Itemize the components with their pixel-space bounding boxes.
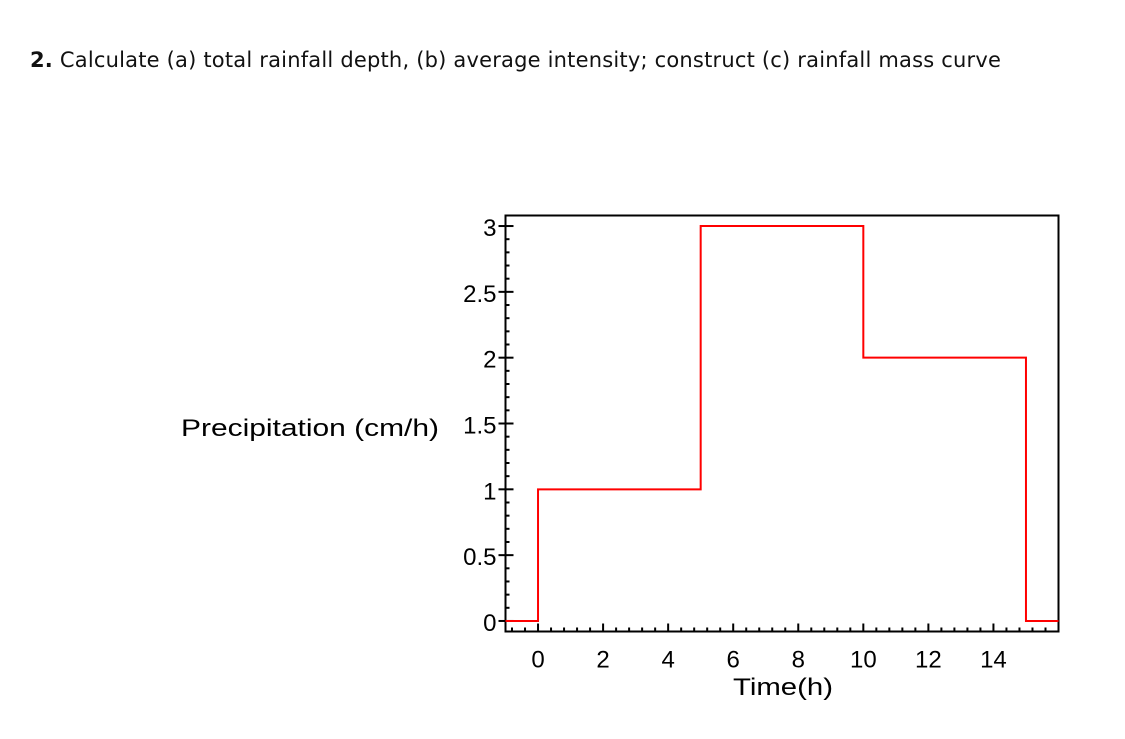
- x-tick-label: 12: [915, 647, 942, 674]
- x-tick-label: 14: [980, 647, 1007, 674]
- x-tick-label: 8: [792, 647, 805, 674]
- y-tick-label: 2: [483, 347, 496, 374]
- x-axis-label: Time(h): [733, 674, 833, 701]
- y-tick-label: 3: [483, 215, 496, 242]
- x-tick-label: 10: [850, 647, 877, 674]
- y-tick-label: 1: [483, 478, 496, 505]
- x-tick-label: 2: [596, 647, 609, 674]
- x-tick-label: 6: [727, 647, 740, 674]
- y-tick-label: 2.5: [463, 281, 496, 308]
- question-body: Calculate (a) total rainfall depth, (b) …: [59, 48, 1002, 72]
- question-number: 2.: [30, 48, 53, 72]
- x-tick-label: 4: [661, 647, 674, 674]
- y-tick-label: 0.5: [463, 544, 496, 571]
- precipitation-series-line: [505, 225, 1059, 622]
- plot-frame: [504, 214, 1060, 633]
- y-tick-label: 0: [483, 610, 496, 637]
- question-text: 2. Calculate (a) total rainfall depth, (…: [30, 43, 1090, 78]
- y-axis-label: Precipitation (cm/h): [181, 415, 439, 442]
- y-tick-label: 1.5: [463, 413, 496, 440]
- x-tick-label: 0: [531, 647, 544, 674]
